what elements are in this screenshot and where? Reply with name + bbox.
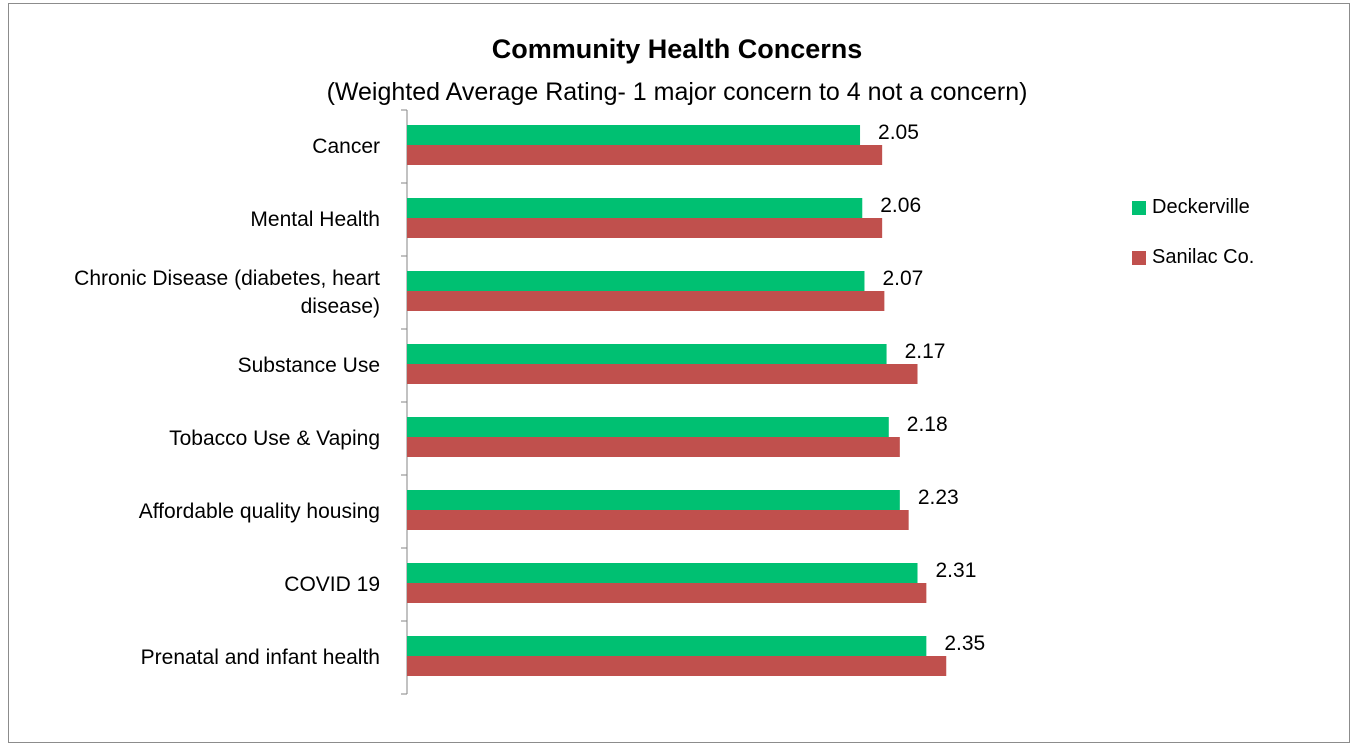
category-label-line: COVID 19: [284, 572, 380, 596]
data-label: 2.35: [944, 632, 986, 655]
chart-title: Community Health Concerns: [491, 34, 863, 64]
category-label: Prenatal and infant health: [10, 644, 380, 672]
chart-subtitle: (Weighted Average Rating- 1 major concer…: [326, 78, 1028, 106]
category-label-line: Mental Health: [250, 207, 380, 231]
bar-deckerville-2: [407, 271, 865, 291]
bar-sanilac-7: [407, 656, 947, 676]
bar-deckerville-4: [407, 417, 889, 437]
legend-label: Sanilac Co.: [1152, 246, 1255, 268]
bar-deckerville-1: [407, 198, 863, 218]
category-label: Affordable quality housing: [10, 498, 380, 526]
bar-sanilac-0: [407, 145, 883, 165]
bar-deckerville-5: [407, 490, 900, 510]
data-label: 2.23: [917, 486, 959, 509]
legend-item-sanilac: Sanilac Co.: [1132, 246, 1254, 269]
data-label: 2.06: [880, 194, 922, 217]
category-label-line: Affordable quality housing: [138, 499, 380, 523]
category-label: Tobacco Use & Vaping: [10, 425, 380, 453]
bar-deckerville-0: [407, 125, 861, 145]
data-label: 2.17: [904, 340, 946, 363]
bar-deckerville-3: [407, 344, 887, 364]
legend-label: Deckerville: [1152, 196, 1250, 218]
category-label: Chronic Disease (diabetes, heart disease): [10, 265, 380, 321]
category-label: Mental Health: [10, 206, 380, 234]
category-label-line: Substance Use: [237, 353, 380, 377]
data-label: 2.07: [882, 267, 924, 290]
category-label-line: Tobacco Use & Vaping: [169, 426, 380, 450]
category-label: Cancer: [10, 133, 380, 161]
legend-swatch: [1132, 200, 1146, 215]
bar-deckerville-7: [407, 636, 927, 656]
bar-sanilac-2: [407, 291, 885, 311]
bar-sanilac-5: [407, 510, 909, 530]
bar-sanilac-1: [407, 218, 883, 238]
legend-swatch: [1132, 250, 1146, 265]
legend-item-deckerville: Deckerville: [1132, 196, 1250, 219]
bar-deckerville-6: [407, 563, 918, 583]
bar-sanilac-3: [407, 364, 918, 384]
data-label: 2.18: [906, 413, 948, 436]
bar-sanilac-6: [407, 583, 927, 603]
data-label: 2.31: [935, 559, 977, 582]
category-label-line: Chronic Disease (diabetes, heart: [74, 266, 380, 290]
bar-sanilac-4: [407, 437, 900, 457]
category-label: Substance Use: [10, 352, 380, 380]
category-label: COVID 19: [10, 571, 380, 599]
data-label: 2.05: [878, 121, 919, 144]
category-label-line: disease): [300, 294, 380, 318]
category-label-line: Cancer: [312, 134, 380, 158]
category-label-line: Prenatal and infant health: [140, 645, 380, 669]
